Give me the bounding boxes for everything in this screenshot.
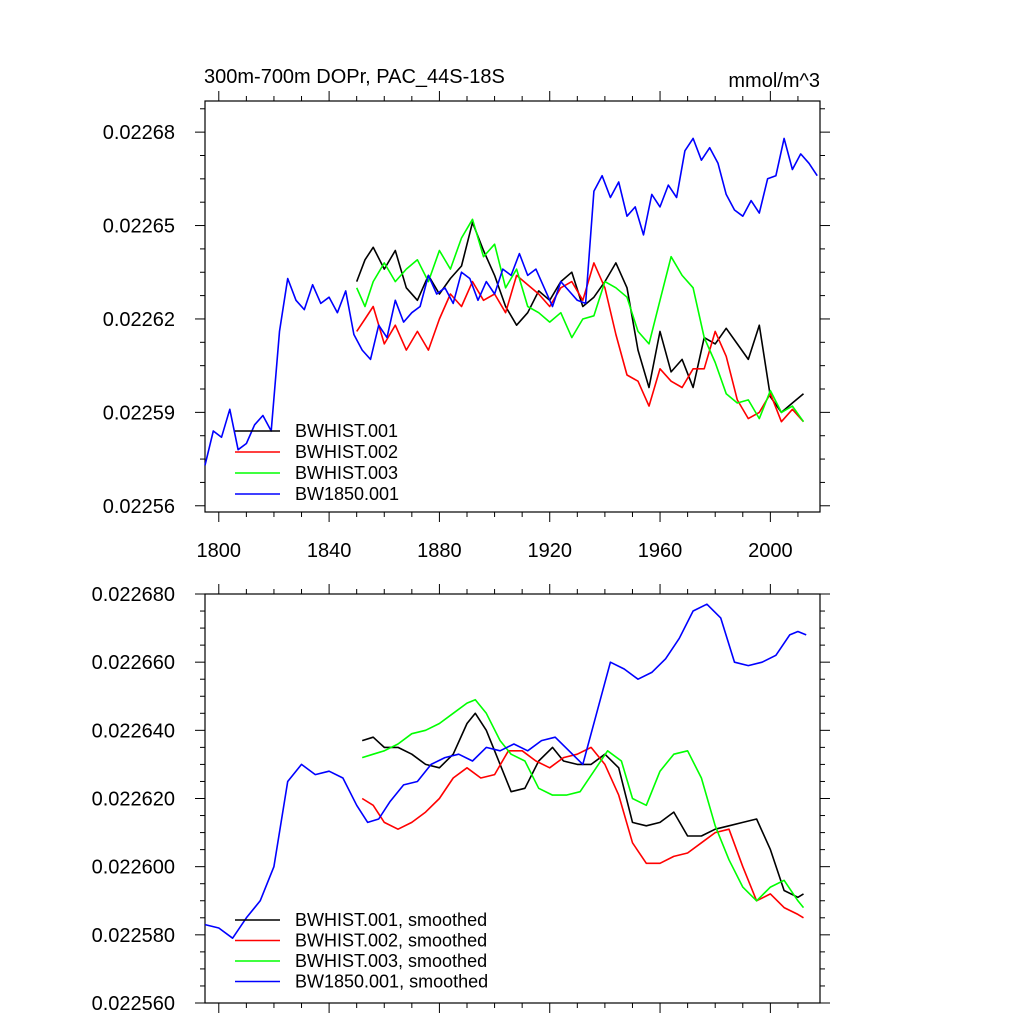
series-line	[204, 603, 807, 940]
legend-label: BWHIST.002	[295, 442, 398, 462]
y-tick-label: 0.02265	[103, 216, 175, 238]
legend-label: BWHIST.003, smoothed	[295, 951, 487, 971]
series-line	[204, 137, 818, 466]
y-tick-label: 0.022560	[92, 993, 175, 1015]
chart-units: mmol/m^3	[728, 70, 820, 92]
x-tick-label: 1880	[417, 540, 462, 562]
series-line	[361, 712, 804, 899]
y-tick-label: 0.022620	[92, 789, 175, 811]
y-tick-label: 0.02259	[103, 402, 175, 424]
legend-label: BWHIST.003	[295, 463, 398, 483]
y-tick-label: 0.022640	[92, 720, 175, 742]
y-tick-label: 0.022680	[92, 584, 175, 606]
y-tick-label: 0.02256	[103, 496, 175, 518]
legend-label: BWHIST.001	[295, 421, 398, 441]
plot-frame	[204, 100, 821, 513]
y-tick-label: 0.022660	[92, 652, 175, 674]
series-line	[355, 218, 805, 423]
chart-title: 300m-700m DOPr, PAC_44S-18S	[204, 66, 505, 88]
legend-label: BWHIST.001, smoothed	[295, 910, 487, 930]
x-tick-label: 1920	[527, 540, 572, 562]
y-tick-label: 0.02262	[103, 309, 175, 331]
top-panel: 1800 1840 1880 1920 1960 2000 0.02256 0.02259 0.…	[103, 91, 830, 562]
series-line	[356, 262, 805, 423]
y-tick-label: 0.02268	[103, 122, 175, 144]
series-line	[361, 746, 804, 919]
legend-label: BWHIST.002, smoothed	[295, 931, 487, 951]
legend-label: BW1850.001	[295, 484, 399, 504]
series-line	[361, 698, 805, 909]
y-tick-label: 0.022580	[92, 925, 175, 947]
bottom-panel: 0.022560 0.022580 0.022600 0.022620 0.022640…	[92, 584, 830, 1015]
x-tick-label: 1800	[197, 540, 242, 562]
series-line	[355, 221, 805, 414]
x-tick-label: 1840	[307, 540, 352, 562]
x-tick-label: 1960	[638, 540, 683, 562]
legend-label: BW1850.001, smoothed	[295, 972, 488, 992]
x-tick-label: 2000	[748, 540, 793, 562]
y-tick-label: 0.022600	[92, 857, 175, 879]
